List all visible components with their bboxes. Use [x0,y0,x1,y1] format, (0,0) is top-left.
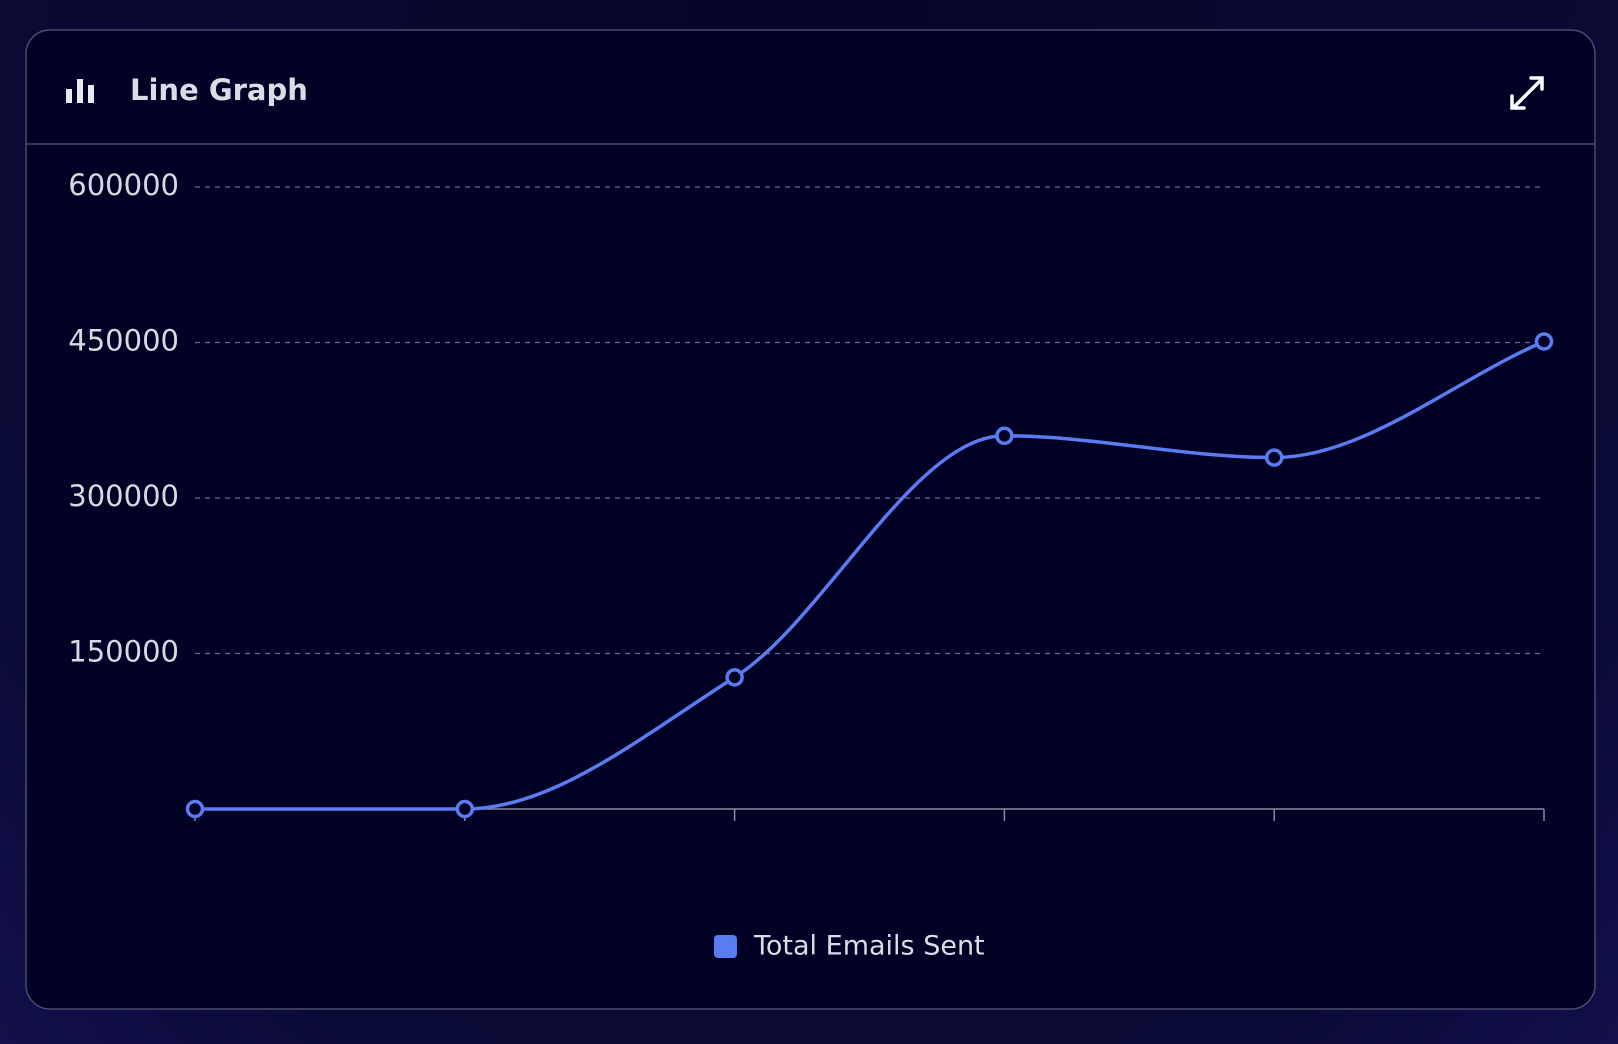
chart-icon [66,79,94,103]
y-tick-label: 150000 [68,635,179,669]
plot: 150000 300000 450000 600000 Total Emails Sen… [68,168,1554,962]
point [455,799,475,819]
y-tick-label: 600000 [68,168,179,202]
legend-label: Total Emails Sent [753,931,985,962]
point [185,799,205,819]
point [995,426,1014,446]
y-tick-label: 450000 [68,324,179,358]
line [195,339,1545,811]
point [1534,332,1554,351]
panel [25,29,1596,1010]
point [725,668,744,687]
expand-button[interactable] [1510,76,1544,110]
legend-swatch [714,935,737,958]
point [1264,448,1284,467]
y-tick-label: 300000 [68,479,179,513]
panel-title: Line Graph [130,73,308,107]
